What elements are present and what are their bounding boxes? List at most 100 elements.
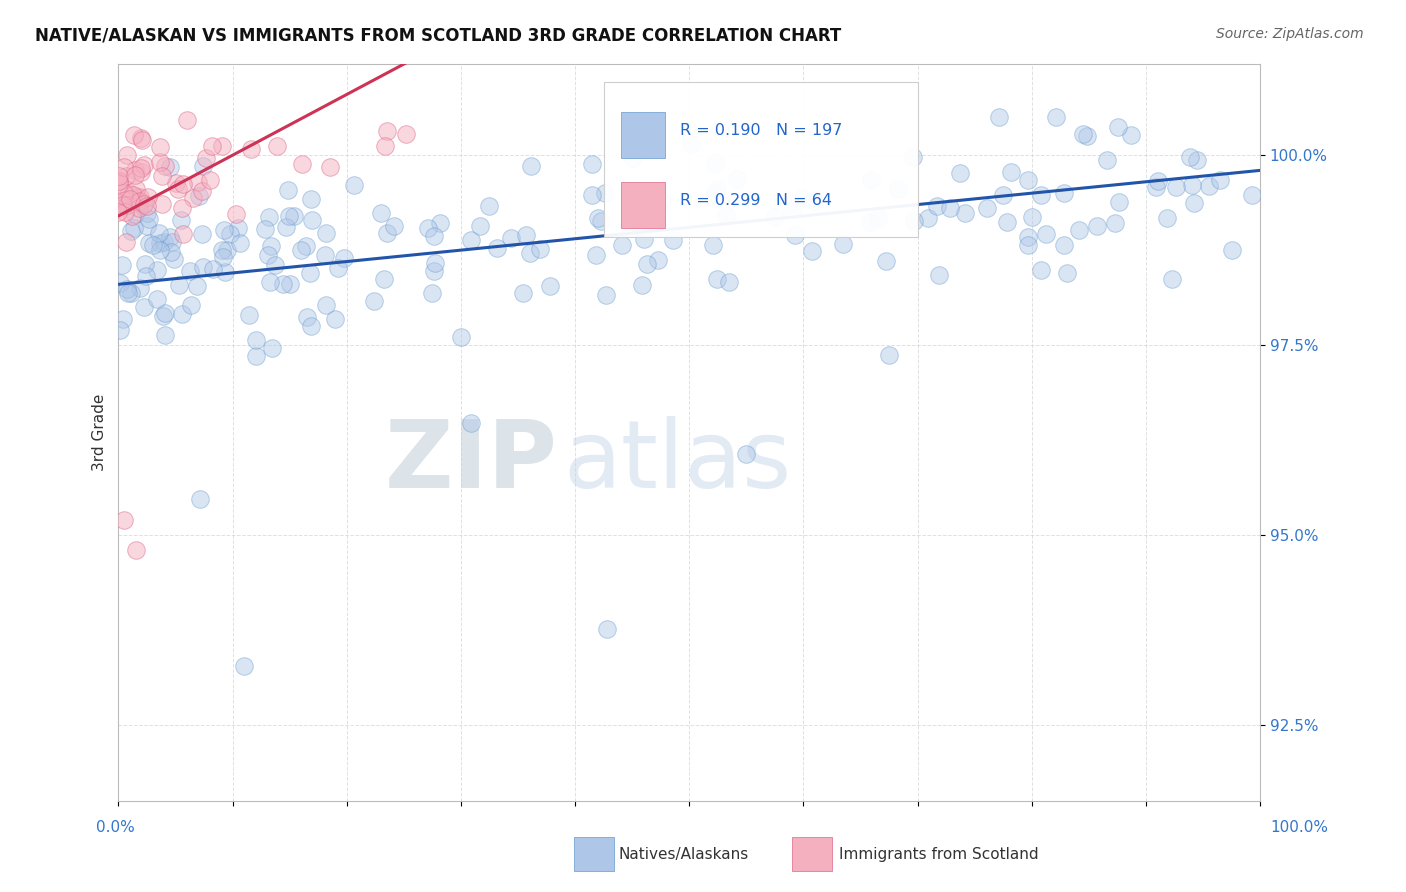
- Point: [718, 275, 741, 289]
- Point: [245, 349, 267, 363]
- Point: [735, 447, 758, 461]
- Point: [938, 202, 960, 216]
- Point: [1108, 194, 1130, 209]
- Point: [976, 201, 998, 215]
- FancyBboxPatch shape: [603, 82, 918, 237]
- Point: [276, 220, 298, 235]
- Point: [173, 178, 195, 192]
- Point: [132, 158, 155, 172]
- Point: [485, 242, 508, 256]
- Y-axis label: 3rd Grade: 3rd Grade: [93, 393, 107, 471]
- Point: [636, 213, 658, 227]
- Point: [136, 190, 159, 204]
- Point: [115, 282, 138, 296]
- Point: [529, 242, 551, 256]
- Point: [146, 292, 169, 306]
- Point: [1017, 229, 1039, 244]
- Point: [112, 197, 135, 211]
- Point: [112, 513, 135, 527]
- Point: [188, 491, 211, 506]
- Point: [631, 278, 654, 293]
- Point: [1053, 186, 1076, 200]
- Point: [170, 201, 193, 215]
- Point: [226, 220, 249, 235]
- Point: [681, 137, 703, 152]
- Point: [333, 251, 356, 265]
- Point: [651, 194, 673, 208]
- Point: [159, 160, 181, 174]
- Point: [124, 162, 146, 177]
- Point: [887, 182, 910, 196]
- Point: [121, 209, 143, 223]
- Point: [295, 239, 318, 253]
- Point: [478, 199, 501, 213]
- Point: [499, 231, 522, 245]
- Point: [1147, 174, 1170, 188]
- Point: [1107, 120, 1129, 134]
- Point: [917, 211, 939, 225]
- FancyBboxPatch shape: [620, 112, 665, 158]
- Point: [108, 276, 131, 290]
- Point: [1240, 188, 1263, 202]
- Point: [1156, 211, 1178, 225]
- Point: [875, 253, 897, 268]
- Point: [187, 175, 209, 189]
- Point: [180, 298, 202, 312]
- Point: [122, 221, 145, 235]
- Point: [191, 184, 214, 198]
- Point: [114, 193, 136, 207]
- Point: [988, 110, 1011, 124]
- Point: [271, 277, 294, 291]
- Point: [122, 188, 145, 202]
- Point: [1097, 153, 1119, 167]
- Point: [124, 169, 146, 183]
- Point: [538, 278, 561, 293]
- Point: [108, 323, 131, 337]
- Point: [1198, 178, 1220, 193]
- Point: [107, 177, 129, 191]
- Point: [149, 139, 172, 153]
- Point: [596, 623, 619, 637]
- Point: [301, 213, 323, 227]
- Point: [298, 267, 321, 281]
- Text: NATIVE/ALASKAN VS IMMIGRANTS FROM SCOTLAND 3RD GRADE CORRELATION CHART: NATIVE/ALASKAN VS IMMIGRANTS FROM SCOTLA…: [35, 27, 841, 45]
- Point: [125, 181, 148, 195]
- Point: [112, 160, 135, 174]
- Point: [148, 226, 170, 240]
- Point: [163, 252, 186, 266]
- Point: [1029, 263, 1052, 277]
- Point: [107, 205, 129, 219]
- Point: [283, 210, 305, 224]
- Point: [212, 223, 235, 237]
- Point: [716, 208, 738, 222]
- Point: [297, 310, 319, 324]
- Text: Natives/Alaskans: Natives/Alaskans: [619, 847, 749, 862]
- Point: [122, 128, 145, 143]
- Point: [198, 173, 221, 187]
- Point: [1085, 219, 1108, 234]
- Point: [343, 178, 366, 192]
- Point: [153, 306, 176, 320]
- Text: Source: ZipAtlas.com: Source: ZipAtlas.com: [1216, 27, 1364, 41]
- Point: [134, 257, 156, 271]
- Text: R = 0.190   N = 197: R = 0.190 N = 197: [681, 123, 842, 138]
- Point: [586, 211, 609, 225]
- Point: [115, 148, 138, 162]
- Point: [114, 235, 136, 250]
- Point: [382, 219, 405, 233]
- Point: [589, 214, 612, 228]
- Point: [612, 238, 634, 252]
- Point: [703, 186, 725, 201]
- Point: [363, 293, 385, 308]
- Point: [470, 219, 492, 234]
- Point: [155, 328, 177, 343]
- Point: [201, 139, 224, 153]
- Point: [278, 277, 301, 292]
- Point: [991, 188, 1014, 202]
- Point: [581, 157, 603, 171]
- Point: [211, 139, 233, 153]
- Point: [129, 194, 152, 209]
- Point: [1021, 211, 1043, 225]
- Point: [188, 188, 211, 202]
- Point: [136, 206, 159, 220]
